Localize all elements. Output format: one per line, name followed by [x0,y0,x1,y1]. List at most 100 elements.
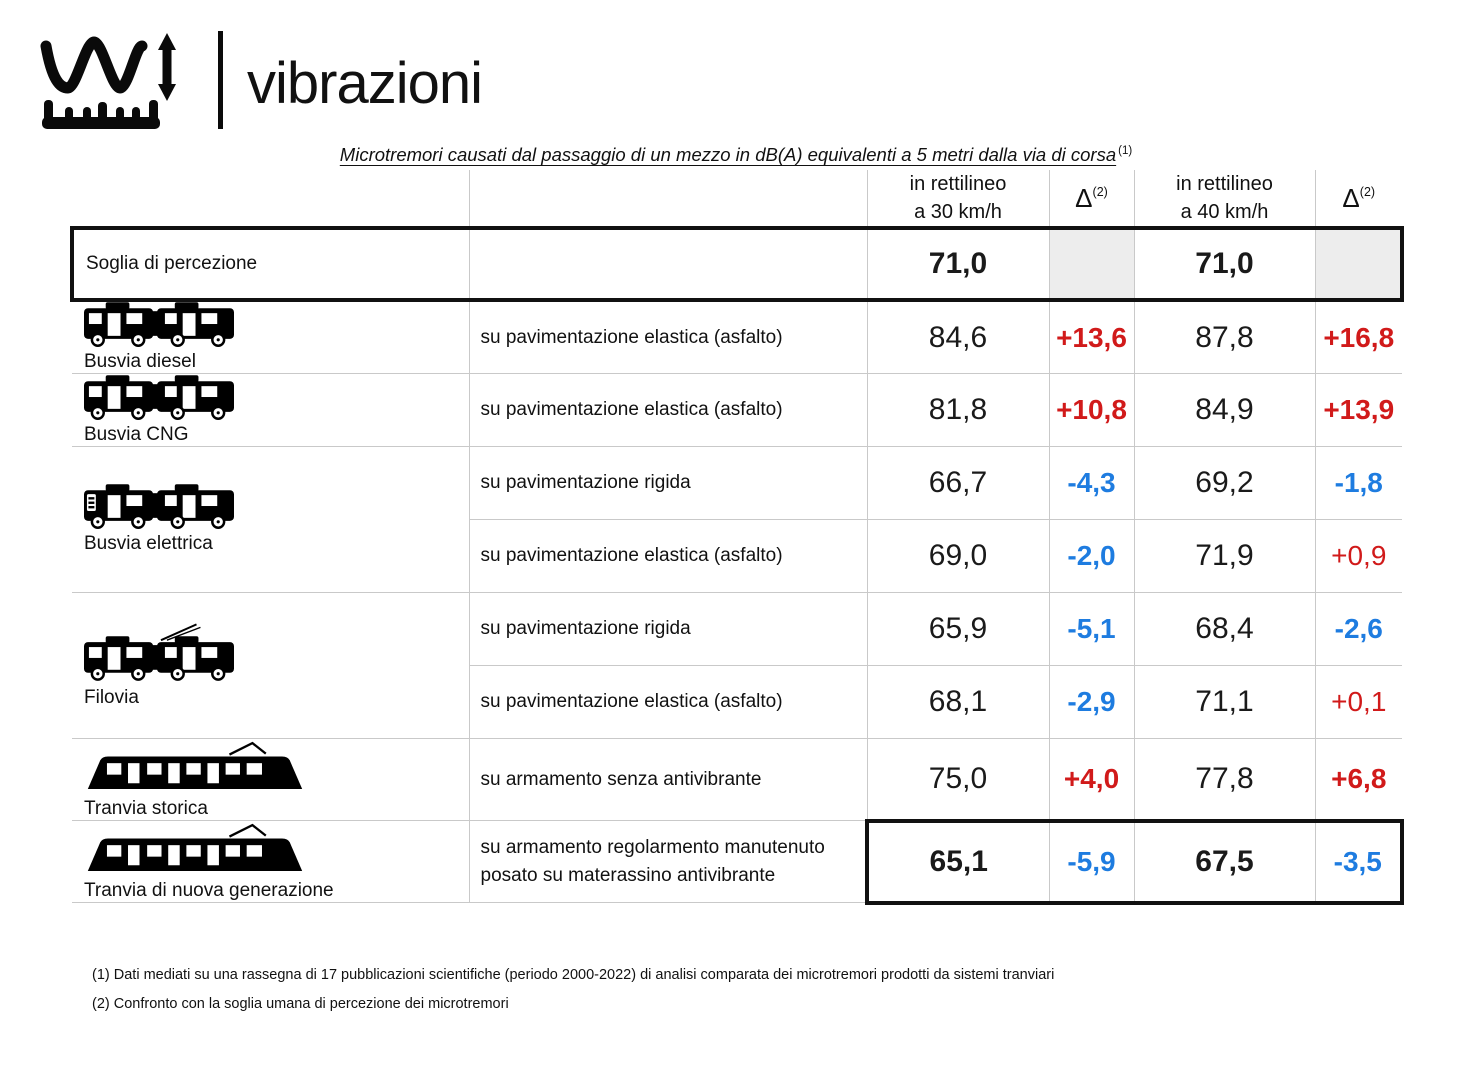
row-busvia-cng: Busvia CNG su pavimentazione elastica (a… [72,373,1402,447]
delta-symbol: Δ [1342,182,1360,213]
caption-footnote-ref: (1) [1118,145,1133,157]
column-header-delta-40: Δ(2) [1314,170,1402,228]
vehicle-label: Busvia diesel [84,351,196,372]
value-40-cell: 69,2 [1133,446,1315,520]
description-cell: su pavimentazione elastica (asfalto) [468,299,867,374]
header-vehicle-cell [72,170,469,228]
description-cell: su pavimentazione elastica (asfalto) [468,373,867,447]
threshold-label: Soglia di percezione [70,226,469,302]
brand-header: vibrazioni [36,26,1472,134]
value-30-cell: 75,0 [866,738,1049,821]
value-30-cell: 65,1 [865,818,1049,905]
header-30-line1: in rettilineo [909,173,1007,195]
header-30-line2: a 30 km/h [914,201,1002,223]
row-perception-threshold: Soglia di percezione 71,0 71,0 [70,226,1404,302]
footnote-2: (2) Confronto con la soglia umana di per… [92,995,509,1012]
threshold-delta-40 [1314,226,1404,302]
value-40-cell: 87,8 [1133,299,1315,374]
value-30-cell: 84,6 [866,299,1049,374]
description-cell: su pavimentazione elastica (asfalto) [468,519,867,593]
footnotes: (1) Dati mediati su una rassegna di 17 p… [92,961,1472,1019]
table-caption: Microtremori causati dal passaggio di un… [0,144,1472,166]
vehicle-cell: Tranvia di nuova generazione [72,820,469,903]
value-40-cell: 67,5 [1133,818,1315,905]
delta-symbol: Δ [1075,182,1093,213]
delta-40-cell: +0,9 [1314,519,1402,593]
header-40-line2: a 40 km/h [1180,201,1269,223]
table-header-row: in rettilineo a 30 km/h Δ(2) in rettilin… [72,170,1402,228]
articulated-bus-icon [84,374,469,421]
value-30-cell: 69,0 [866,519,1049,593]
vehicle-label: Tranvia di nuova generazione [84,880,334,901]
description-cell: su pavimentazione rigida [468,592,867,666]
threshold-value-40: 71,0 [1133,226,1315,302]
value-30-cell: 66,7 [866,446,1049,520]
delta-30-cell: +10,8 [1048,373,1134,447]
delta-30-cell: -2,9 [1048,665,1134,739]
electric-articulated-bus-icon [84,484,469,530]
vehicle-cell: Tranvia storica [72,738,469,821]
value-40-cell: 77,8 [1133,738,1315,821]
header-40-line1: in rettilineo [1176,173,1273,195]
delta-footnote-ref: (2) [1092,184,1108,199]
delta-30-cell: +4,0 [1048,738,1134,821]
tram-icon [84,739,469,795]
vehicle-cell: Filovia [72,592,469,739]
delta-30-cell: -5,9 [1048,818,1134,905]
value-40-cell: 71,9 [1133,519,1315,593]
delta-30-cell: -5,1 [1048,592,1134,666]
vehicle-label: Busvia CNG [84,423,189,445]
description-cell: su pavimentazione elastica (asfalto) [468,665,867,739]
page-title: vibrazioni [247,51,483,116]
row-filovia-rigida: Filovia su pavimentazione rigida 65,9 -5… [72,592,1402,739]
brand-divider [218,31,223,129]
vehicle-cell: Busvia diesel [72,299,469,374]
value-30-cell: 81,8 [866,373,1049,447]
caption-text: Microtremori causati dal passaggio di un… [339,144,1117,165]
row-filovia-elastica: su pavimentazione elastica (asfalto) 68,… [72,665,1402,739]
vehicle-cell: Busvia CNG [72,373,469,447]
vehicle-label: Busvia elettrica [84,533,213,554]
description-cell: su armamento senza antivibrante [468,738,867,821]
value-40-cell: 68,4 [1133,592,1315,666]
delta-40-cell: +16,8 [1314,299,1402,374]
delta-40-cell: -1,8 [1314,446,1402,520]
header-description-cell [468,170,867,228]
column-header-30kmh: in rettilineo a 30 km/h [866,170,1049,228]
value-40-cell: 84,9 [1133,373,1315,447]
delta-30-cell: +13,6 [1048,299,1134,374]
vehicle-label: Tranvia storica [84,798,208,819]
column-header-40kmh: in rettilineo a 40 km/h [1133,170,1315,228]
row-tranvia-nuova-generazione: Tranvia di nuova generazione su armament… [72,818,1404,905]
vehicle-label: Filovia [84,687,139,708]
delta-30-cell: -2,0 [1048,519,1134,593]
delta-40-cell: +0,1 [1314,665,1402,739]
value-30-cell: 65,9 [866,592,1049,666]
delta-40-cell: -2,6 [1314,592,1402,666]
vehicle-cell: Busvia elettrica [72,446,469,593]
row-tranvia-storica: Tranvia storica su armamento senza antiv… [72,738,1402,821]
threshold-value-30: 71,0 [866,226,1049,302]
tram-icon [84,821,469,877]
delta-40-cell: +13,9 [1314,373,1402,447]
vibration-table: in rettilineo a 30 km/h Δ(2) in rettilin… [70,170,1404,905]
page: { "brand": { "title": "vibrazioni" }, "s… [0,26,1472,1067]
delta-footnote-ref: (2) [1359,184,1376,199]
row-busvia-diesel: Busvia diesel su pavimentazione elastica… [72,299,1402,374]
delta-40-cell: +6,8 [1314,738,1402,821]
delta-40-cell: -3,5 [1314,818,1404,905]
row-busvia-elettrica-elastica: su pavimentazione elastica (asfalto) 69,… [72,519,1402,593]
threshold-description-cell [468,226,867,302]
description-cell: su pavimentazione rigida [468,446,867,520]
footnote-1: (1) Dati mediati su una rassegna di 17 p… [92,966,1055,983]
value-40-cell: 71,1 [1133,665,1315,739]
trolleybus-icon [84,622,469,684]
vibration-wave-icon [36,28,186,132]
row-busvia-elettrica-rigida: Busvia elettrica su pavimentazione rigid… [72,446,1402,593]
column-header-delta-30: Δ(2) [1048,170,1134,228]
delta-30-cell: -4,3 [1048,446,1134,520]
description-cell: su armamento regolarmento manutenuto pos… [468,820,867,903]
articulated-bus-icon [84,302,469,348]
threshold-delta-30 [1048,226,1134,302]
value-30-cell: 68,1 [866,665,1049,739]
